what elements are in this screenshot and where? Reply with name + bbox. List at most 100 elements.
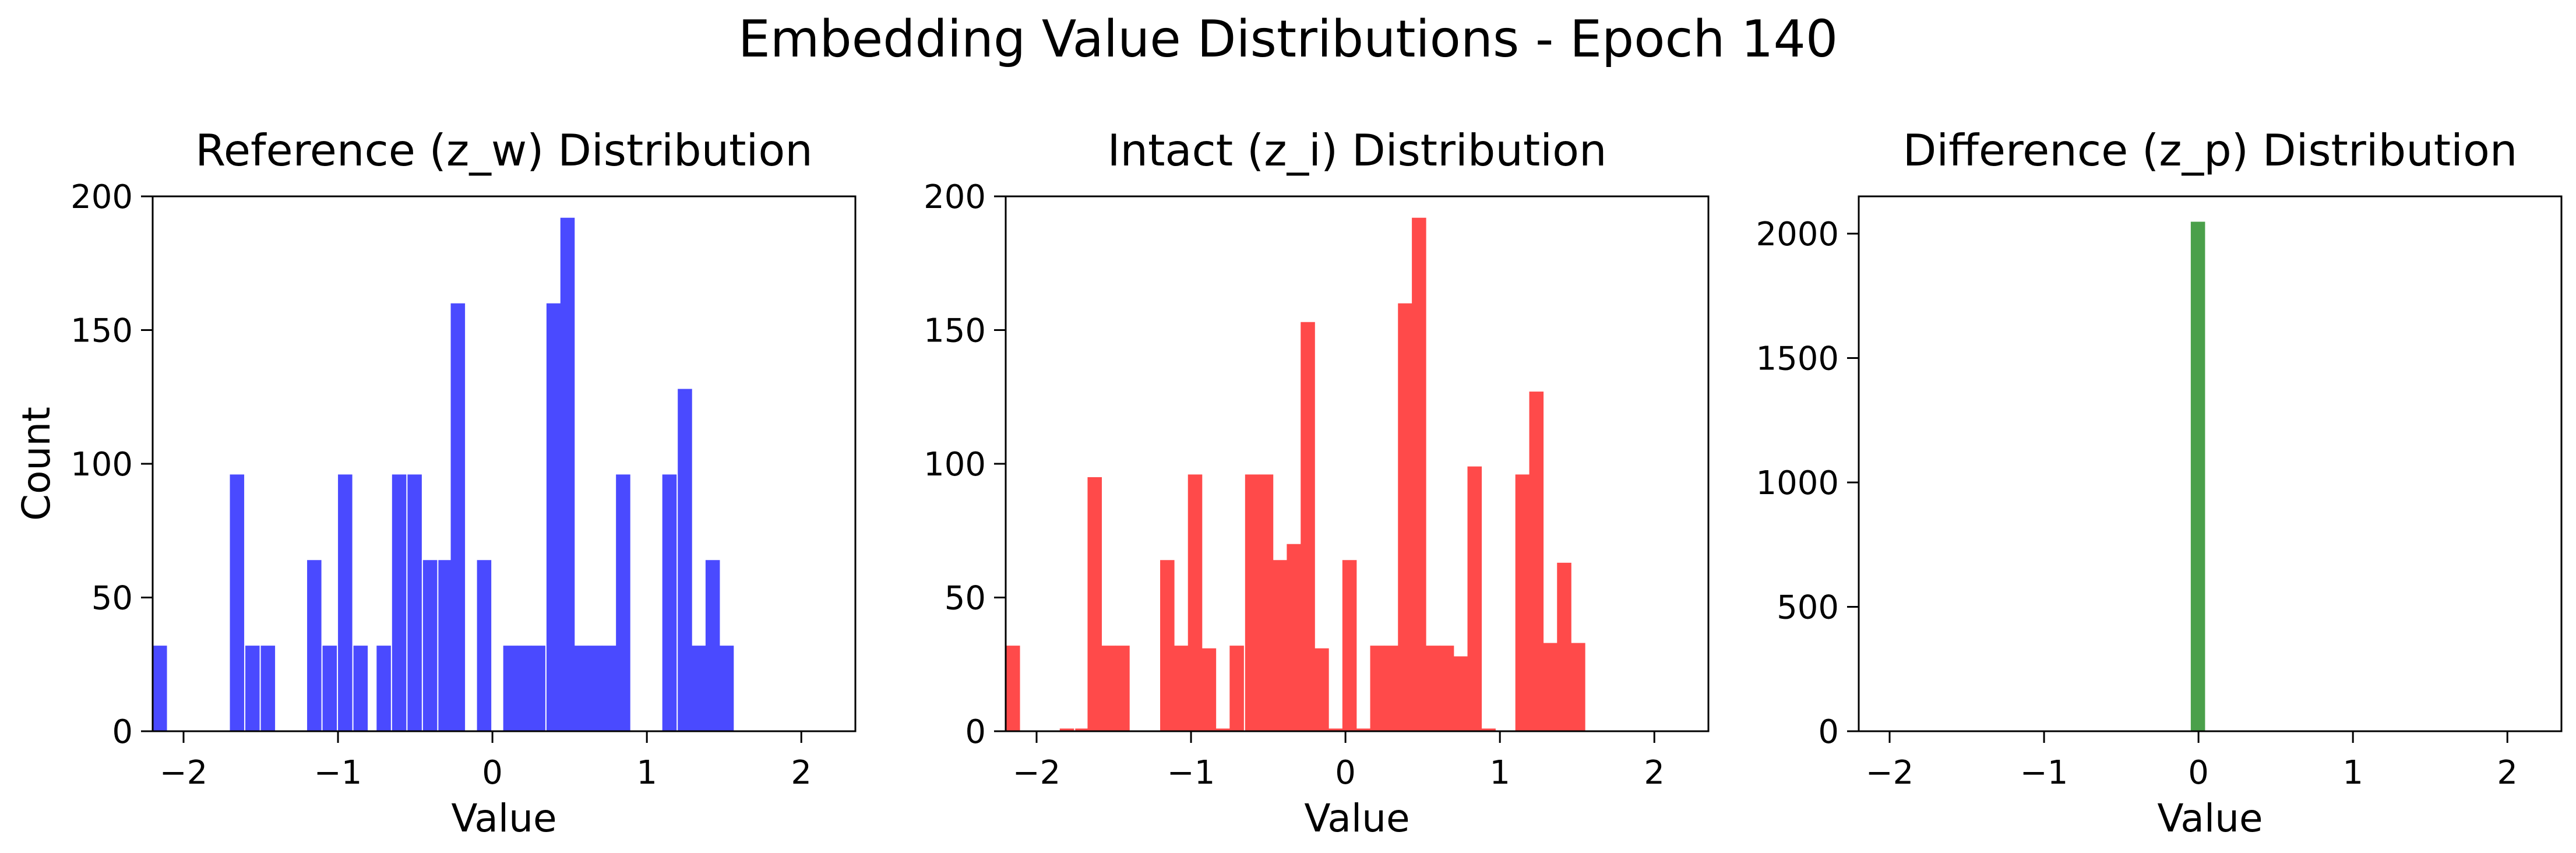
chart-3-bar-1 (2190, 221, 2205, 731)
chart-1-bar-18 (531, 646, 545, 731)
chart-2-bar-9 (1187, 474, 1203, 731)
chart-2-bar-25 (1412, 217, 1426, 732)
chart-1-title: Reference (z_w) Distribution (195, 125, 813, 176)
chart-3-xtick-label-4: 1 (2342, 754, 2363, 792)
chart-2-ytick-label-2: 50 (945, 580, 986, 618)
chart-2-bar-16 (1287, 544, 1301, 731)
chart-2-bar-1 (1006, 646, 1020, 731)
chart-1-bar-26 (678, 389, 692, 731)
chart-2-bar-21 (1356, 728, 1371, 731)
chart-2-ytick-label-1: 0 (965, 713, 986, 751)
chart-3-ytick-label-4: 1500 (1756, 340, 1839, 378)
chart-1-ytick-label-3: 100 (71, 446, 133, 484)
chart-3-xtick-label-5: 2 (2497, 754, 2518, 792)
chart-2-bar-14 (1259, 474, 1274, 731)
chart-1-xtick-label-2: −1 (314, 754, 362, 792)
chart-2-bar-33 (1543, 643, 1557, 731)
chart-2-bar-2 (1059, 728, 1074, 731)
chart-2-bar-10 (1201, 648, 1217, 731)
chart-2-bar-29 (1467, 466, 1482, 731)
chart-1-xtick-label-4: 1 (636, 754, 657, 792)
chart-1-bar-28 (705, 560, 720, 731)
chart-1-bar-6 (322, 646, 337, 731)
chart-2-xtick-label-2: −1 (1167, 754, 1215, 792)
chart-3-title: Difference (z_p) Distribution (1903, 125, 2518, 176)
chart-2-bar-32 (1529, 392, 1544, 731)
chart-1-xlabel: Value (451, 796, 556, 841)
chart-2-bar-8 (1174, 646, 1189, 731)
chart-2-bar-18 (1315, 648, 1329, 731)
chart-2-ytick-label-5: 200 (924, 178, 986, 216)
chart-2-bar-23 (1384, 646, 1398, 731)
chart-3-xtick-label-3: 0 (2188, 754, 2209, 792)
chart-1-bar-22 (588, 646, 602, 731)
chart-2-bar-34 (1557, 562, 1571, 731)
chart-1-xtick-label-1: −2 (160, 754, 208, 792)
chart-1-ylabel: Count (14, 407, 59, 521)
chart-1-bar-20 (560, 217, 575, 732)
chart-2-bar-7 (1160, 560, 1175, 731)
chart-1-ytick-label-4: 150 (71, 312, 133, 350)
chart-2-bar-15 (1273, 560, 1288, 731)
chart-2-bar-31 (1515, 474, 1530, 731)
chart-1-bar-5 (307, 560, 322, 731)
chart-2-bar-35 (1571, 643, 1585, 731)
chart-2-bar-24 (1398, 303, 1412, 731)
chart-1-bar-1 (153, 646, 167, 731)
chart-3-ytick-label-5: 2000 (1756, 216, 1839, 253)
chart-2-ytick-label-4: 150 (924, 312, 986, 350)
chart-1-xtick-label-3: 0 (482, 754, 503, 792)
chart-1-bar-7 (338, 474, 353, 731)
chart-1-bar-14 (450, 303, 466, 731)
chart-2-xlabel: Value (1304, 796, 1409, 841)
chart-1-bar-17 (517, 646, 532, 731)
chart-2-xtick-label-1: −2 (1013, 754, 1061, 792)
chart-1-bar-13 (438, 560, 453, 731)
chart-1-bar-25 (662, 474, 677, 731)
chart-2-bar-28 (1453, 656, 1468, 731)
chart-1-bar-2 (230, 474, 245, 731)
chart-3-ytick-label-1: 0 (1818, 713, 1839, 751)
chart-2-bar-17 (1301, 322, 1315, 731)
chart-1-bar-24 (616, 474, 630, 731)
chart-3-ytick-label-3: 1000 (1756, 464, 1839, 502)
chart-2-bar-20 (1342, 560, 1357, 731)
chart-1-bar-15 (477, 560, 492, 731)
chart-2-bar-3 (1075, 728, 1090, 731)
chart-1-bar-27 (692, 646, 706, 731)
chart-3-xtick-label-1: −2 (1866, 754, 1914, 792)
chart-2-xtick-label-3: 0 (1335, 754, 1356, 792)
chart-3-ytick-label-2: 500 (1777, 589, 1839, 627)
chart-1-bar-29 (719, 646, 734, 731)
chart-1-bar-21 (574, 646, 589, 731)
chart-2-bar-6 (1115, 646, 1130, 731)
chart-1-bar-23 (602, 646, 616, 731)
chart-3-xlabel: Value (2157, 796, 2263, 841)
chart-2-title: Intact (z_i) Distribution (1107, 125, 1606, 176)
chart-1-bar-16 (503, 646, 518, 731)
chart-2-xtick-label-4: 1 (1489, 754, 1510, 792)
chart-2-bar-27 (1439, 646, 1454, 731)
chart-1-ytick-label-2: 50 (91, 580, 133, 618)
chart-2-bar-26 (1425, 646, 1440, 731)
chart-2-bar-5 (1101, 646, 1116, 731)
chart-1-bar-10 (392, 474, 407, 731)
chart-2-bar-4 (1087, 477, 1102, 731)
chart-1-bar-11 (407, 474, 422, 731)
chart-2-bar-13 (1245, 474, 1260, 731)
figure-suptitle: Embedding Value Distributions - Epoch 14… (738, 9, 1838, 69)
chart-2-bar-11 (1215, 728, 1231, 731)
chart-2-bar-30 (1481, 728, 1496, 731)
chart-1-bar-12 (422, 560, 438, 731)
chart-2-bar-19 (1328, 728, 1343, 731)
chart-3-xtick-label-2: −1 (2020, 754, 2068, 792)
chart-1-bar-3 (245, 646, 260, 731)
chart-1-bar-19 (546, 303, 561, 731)
chart-2-ytick-label-3: 100 (924, 446, 986, 484)
chart-1-bar-9 (376, 646, 391, 731)
chart-1-ytick-label-1: 0 (112, 713, 133, 751)
chart-2-bar-12 (1229, 646, 1244, 731)
chart-2-bar-22 (1370, 646, 1385, 731)
chart-3-frame (1858, 195, 2563, 732)
